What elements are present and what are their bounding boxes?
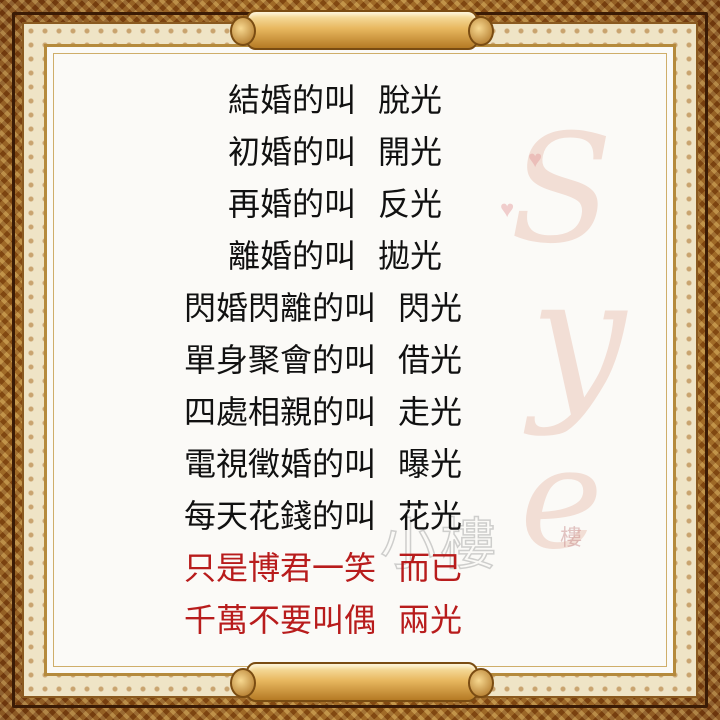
poem-line-phrase: 四處相親的叫 bbox=[184, 393, 377, 431]
poem-line-answer: 花光 bbox=[398, 497, 463, 535]
poem-line-phrase: 離婚的叫 bbox=[228, 237, 357, 275]
heart-icon: ♥ bbox=[528, 147, 543, 173]
poem-line: 再婚的叫 反光 bbox=[228, 178, 442, 230]
poem-line-answer: 走光 bbox=[398, 393, 463, 431]
poem-line-phrase: 初婚的叫 bbox=[228, 133, 357, 171]
poem-line-phrase: 閃婚閃離的叫 bbox=[184, 289, 377, 327]
poem-line: 閃婚閃離的叫 閃光 bbox=[184, 282, 462, 334]
poem-line-phrase: 結婚的叫 bbox=[228, 81, 357, 119]
poem-line-answer: 脫光 bbox=[378, 81, 443, 119]
poem-line-answer: 借光 bbox=[398, 341, 463, 379]
poem-text: 結婚的叫 脫光 初婚的叫 開光 再婚的叫 反光 離婚的叫 拋光 閃婚閃離的叫 閃光 單身聚… bbox=[0, 70, 720, 650]
poem-line-answer: 而已 bbox=[398, 549, 463, 587]
poem-line: 初婚的叫 開光 bbox=[228, 126, 442, 178]
poem-line: 四處相親的叫 走光 bbox=[184, 386, 462, 438]
watermark-letter-s: S bbox=[510, 103, 613, 277]
poem-line-answer: 拋光 bbox=[378, 237, 443, 275]
poem-line-answer: 閃光 bbox=[398, 289, 463, 327]
poem-line-phrase: 只是博君一笑 bbox=[184, 549, 377, 587]
poem-line: 離婚的叫 拋光 bbox=[228, 230, 442, 282]
poem-line-red: 只是博君一笑 而已 bbox=[184, 542, 462, 594]
poem-line: 結婚的叫 脫光 bbox=[228, 74, 442, 126]
poem-line-phrase: 再婚的叫 bbox=[228, 185, 357, 223]
poem-line: 單身聚會的叫 借光 bbox=[184, 334, 462, 386]
heart-icon: ♥ bbox=[500, 197, 515, 223]
watermark-stamp: 小樓 bbox=[379, 512, 500, 579]
watermark-corner-char: 樓 bbox=[560, 526, 583, 551]
watermark-letter-e: e bbox=[520, 418, 603, 581]
poem-line-answer: 曝光 bbox=[398, 445, 463, 483]
poem-line-phrase: 電視徵婚的叫 bbox=[184, 445, 377, 483]
poem-line-phrase: 單身聚會的叫 bbox=[184, 341, 377, 379]
poem-line: 每天花錢的叫 花光 bbox=[184, 490, 462, 542]
poem-line: 電視徵婚的叫 曝光 bbox=[184, 438, 462, 490]
poem-line-phrase: 千萬不要叫偶 bbox=[184, 601, 377, 639]
poem-line-answer: 反光 bbox=[378, 185, 443, 223]
top-scroll-ornament bbox=[230, 10, 494, 50]
poem-line-phrase: 每天花錢的叫 bbox=[184, 497, 377, 535]
poem-line-answer: 開光 bbox=[378, 133, 443, 171]
poem-line-answer: 兩光 bbox=[398, 601, 463, 639]
poem-line-red: 千萬不要叫偶 兩光 bbox=[184, 594, 462, 646]
bottom-scroll-ornament bbox=[230, 662, 494, 702]
watermark-letter-y: y bbox=[530, 241, 627, 439]
paper-panel bbox=[44, 44, 676, 676]
